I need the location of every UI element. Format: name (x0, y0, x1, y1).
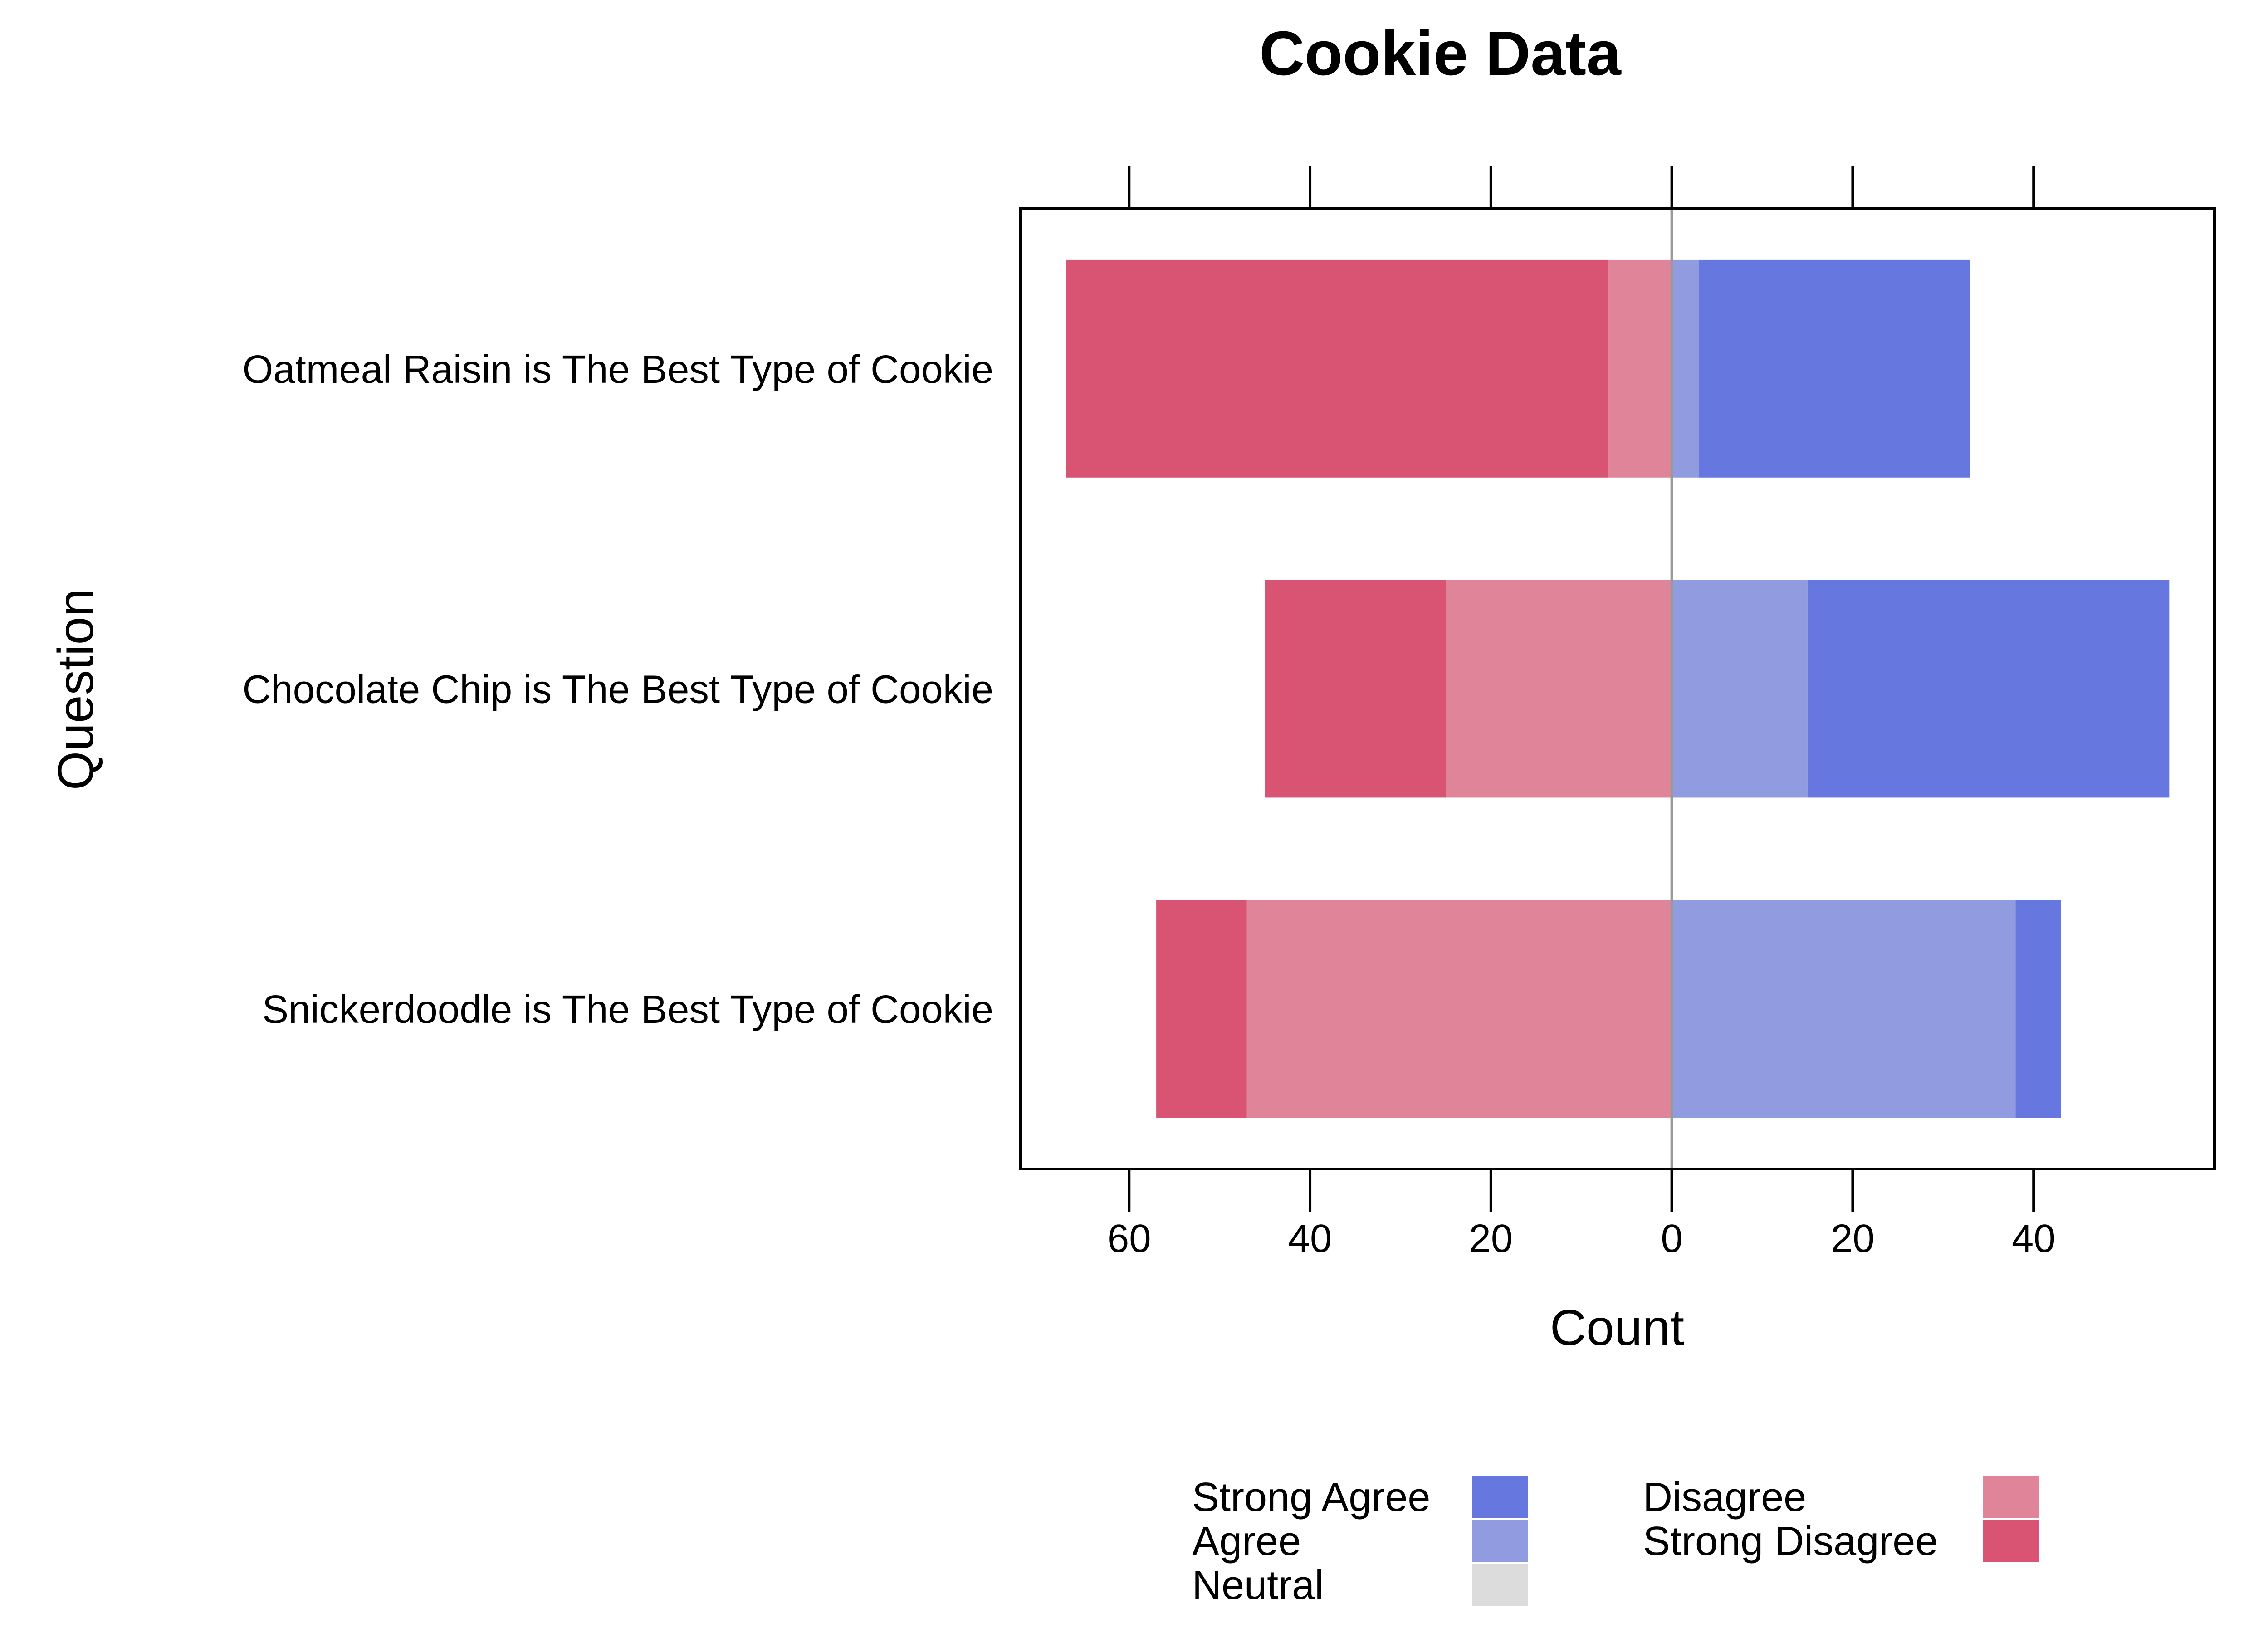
bar-strong-agree-1 (1699, 259, 1970, 478)
legend-swatch-disagree (1983, 1476, 2039, 1518)
bar-disagree-2 (1446, 580, 1672, 798)
y-axis-label: Question (48, 589, 104, 790)
legend-swatch-agree (1472, 1520, 1528, 1562)
tick-label-left-0: 0 (1661, 1217, 1682, 1261)
bar-strong-disagree-3 (1156, 900, 1247, 1118)
tick-label-left-60: 60 (1107, 1217, 1151, 1261)
category-label-2: Chocolate Chip is The Best Type of Cooki… (242, 668, 993, 712)
bar-agree-3 (1672, 900, 2016, 1118)
category-label-1: Oatmeal Raisin is The Best Type of Cooki… (243, 347, 993, 391)
ticks-layer: 60 40 20 0 20 40 (1107, 166, 2056, 1261)
category-labels: Oatmeal Raisin is The Best Type of Cooki… (242, 347, 993, 1032)
bar-agree-2 (1672, 580, 1808, 798)
legend-label-disagree: Disagree (1643, 1475, 1806, 1520)
legend-label-agree: Agree (1192, 1519, 1301, 1564)
legend-swatch-neutral (1472, 1564, 1528, 1606)
legend-label-strong-agree: Strong Agree (1192, 1475, 1430, 1520)
plot-frame (1019, 207, 2216, 1170)
bar-strong-disagree-1 (1066, 259, 1609, 478)
legend-swatch-strong-disagree (1983, 1520, 2039, 1562)
x-axis-label: Count (1550, 1300, 1684, 1356)
tick-label-left-20: 20 (1469, 1217, 1513, 1261)
chart-title: Cookie Data (1259, 19, 1622, 88)
tick-label-left-40: 40 (1288, 1217, 1332, 1261)
bar-disagree-3 (1246, 900, 1672, 1118)
bar-strong-agree-3 (2015, 900, 2061, 1118)
bar-strong-disagree-2 (1265, 580, 1446, 798)
bars-layer (1066, 259, 2170, 1118)
legend-label-neutral: Neutral (1192, 1563, 1324, 1608)
category-label-3: Snickerdoodle is The Best Type of Cookie (262, 988, 993, 1032)
bar-strong-agree-2 (1807, 580, 2170, 798)
tick-label-right-20: 20 (1831, 1217, 1875, 1261)
tick-label-right-40: 40 (2012, 1217, 2056, 1261)
bar-agree-1 (1672, 259, 1699, 478)
bar-disagree-1 (1608, 259, 1672, 478)
legend-swatch-strong-agree (1472, 1476, 1528, 1518)
legend-label-strong-disagree: Strong Disagree (1643, 1519, 1938, 1564)
